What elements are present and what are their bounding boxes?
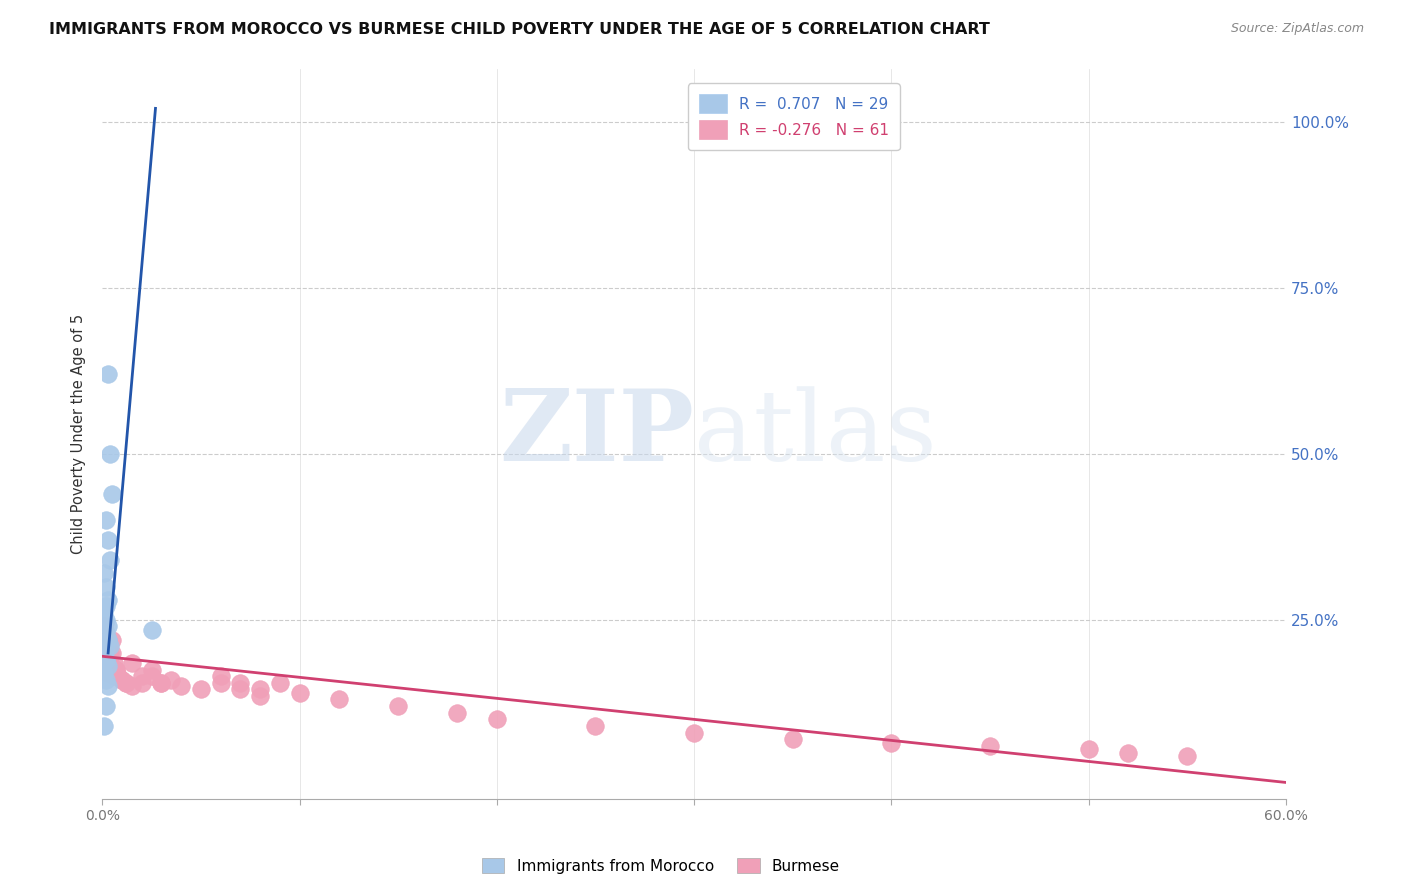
Point bbox=[97, 592, 120, 607]
Point bbox=[96, 652, 118, 666]
Point bbox=[103, 669, 125, 683]
Text: IMMIGRANTS FROM MOROCCO VS BURMESE CHILD POVERTY UNDER THE AGE OF 5 CORRELATION : IMMIGRANTS FROM MOROCCO VS BURMESE CHILD… bbox=[49, 22, 990, 37]
Point bbox=[97, 632, 120, 647]
Point bbox=[96, 626, 118, 640]
Point bbox=[249, 682, 271, 697]
Point bbox=[190, 682, 212, 697]
Point bbox=[93, 719, 115, 733]
Point bbox=[96, 580, 118, 594]
Point bbox=[97, 367, 120, 381]
Point bbox=[96, 646, 118, 660]
Point bbox=[115, 676, 138, 690]
Point bbox=[93, 646, 115, 660]
Point bbox=[101, 632, 124, 647]
Point bbox=[121, 656, 143, 670]
Text: atlas: atlas bbox=[695, 386, 936, 482]
Point bbox=[249, 689, 271, 703]
Point bbox=[485, 712, 508, 726]
Point bbox=[96, 632, 118, 647]
Point bbox=[115, 676, 138, 690]
Point bbox=[150, 676, 173, 690]
Point bbox=[98, 553, 121, 567]
Legend: Immigrants from Morocco, Burmese: Immigrants from Morocco, Burmese bbox=[475, 852, 846, 880]
Point bbox=[96, 663, 118, 677]
Point bbox=[93, 606, 115, 620]
Point bbox=[446, 706, 468, 720]
Point bbox=[583, 719, 606, 733]
Point bbox=[93, 619, 115, 633]
Point bbox=[170, 679, 193, 693]
Point bbox=[98, 659, 121, 673]
Point bbox=[229, 682, 252, 697]
Point bbox=[1077, 742, 1099, 756]
Point bbox=[98, 640, 121, 654]
Y-axis label: Child Poverty Under the Age of 5: Child Poverty Under the Age of 5 bbox=[72, 314, 86, 554]
Point bbox=[96, 599, 118, 614]
Point bbox=[105, 663, 128, 677]
Point bbox=[97, 659, 120, 673]
Point bbox=[1116, 746, 1139, 760]
Point bbox=[98, 659, 121, 673]
Point bbox=[1175, 748, 1198, 763]
Point bbox=[97, 652, 120, 666]
Point bbox=[96, 640, 118, 654]
Point bbox=[96, 652, 118, 666]
Point bbox=[209, 676, 232, 690]
Point bbox=[93, 665, 115, 680]
Point bbox=[97, 640, 120, 654]
Point bbox=[328, 692, 350, 706]
Point bbox=[141, 663, 163, 677]
Point bbox=[782, 732, 804, 747]
Point bbox=[97, 632, 120, 647]
Point bbox=[96, 699, 118, 714]
Point bbox=[387, 699, 409, 714]
Point bbox=[131, 669, 153, 683]
Point bbox=[97, 632, 120, 647]
Point bbox=[107, 669, 129, 683]
Legend: R =  0.707   N = 29, R = -0.276   N = 61: R = 0.707 N = 29, R = -0.276 N = 61 bbox=[689, 84, 900, 150]
Point bbox=[111, 673, 134, 687]
Point bbox=[105, 663, 128, 677]
Point bbox=[98, 646, 121, 660]
Point bbox=[288, 686, 311, 700]
Point bbox=[98, 656, 121, 670]
Point bbox=[93, 566, 115, 581]
Point bbox=[101, 486, 124, 500]
Point bbox=[141, 623, 163, 637]
Point bbox=[93, 646, 115, 660]
Point bbox=[683, 725, 706, 739]
Point bbox=[880, 736, 903, 750]
Point bbox=[96, 613, 118, 627]
Point bbox=[160, 673, 183, 687]
Point bbox=[101, 646, 124, 660]
Text: Source: ZipAtlas.com: Source: ZipAtlas.com bbox=[1230, 22, 1364, 36]
Point bbox=[93, 640, 115, 654]
Point bbox=[97, 679, 120, 693]
Point bbox=[98, 447, 121, 461]
Point bbox=[97, 533, 120, 547]
Point bbox=[96, 652, 118, 666]
Point bbox=[150, 676, 173, 690]
Point bbox=[97, 665, 120, 680]
Point bbox=[121, 679, 143, 693]
Point bbox=[93, 659, 115, 673]
Point bbox=[209, 669, 232, 683]
Point bbox=[97, 619, 120, 633]
Point bbox=[96, 513, 118, 527]
Point bbox=[131, 676, 153, 690]
Point bbox=[96, 673, 118, 687]
Point bbox=[229, 676, 252, 690]
Point bbox=[269, 676, 291, 690]
Point bbox=[979, 739, 1001, 753]
Point bbox=[103, 656, 125, 670]
Point bbox=[96, 656, 118, 670]
Point bbox=[101, 665, 124, 680]
Point bbox=[93, 646, 115, 660]
Text: ZIP: ZIP bbox=[499, 385, 695, 483]
Point bbox=[141, 669, 163, 683]
Point bbox=[97, 652, 120, 666]
Point bbox=[111, 673, 134, 687]
